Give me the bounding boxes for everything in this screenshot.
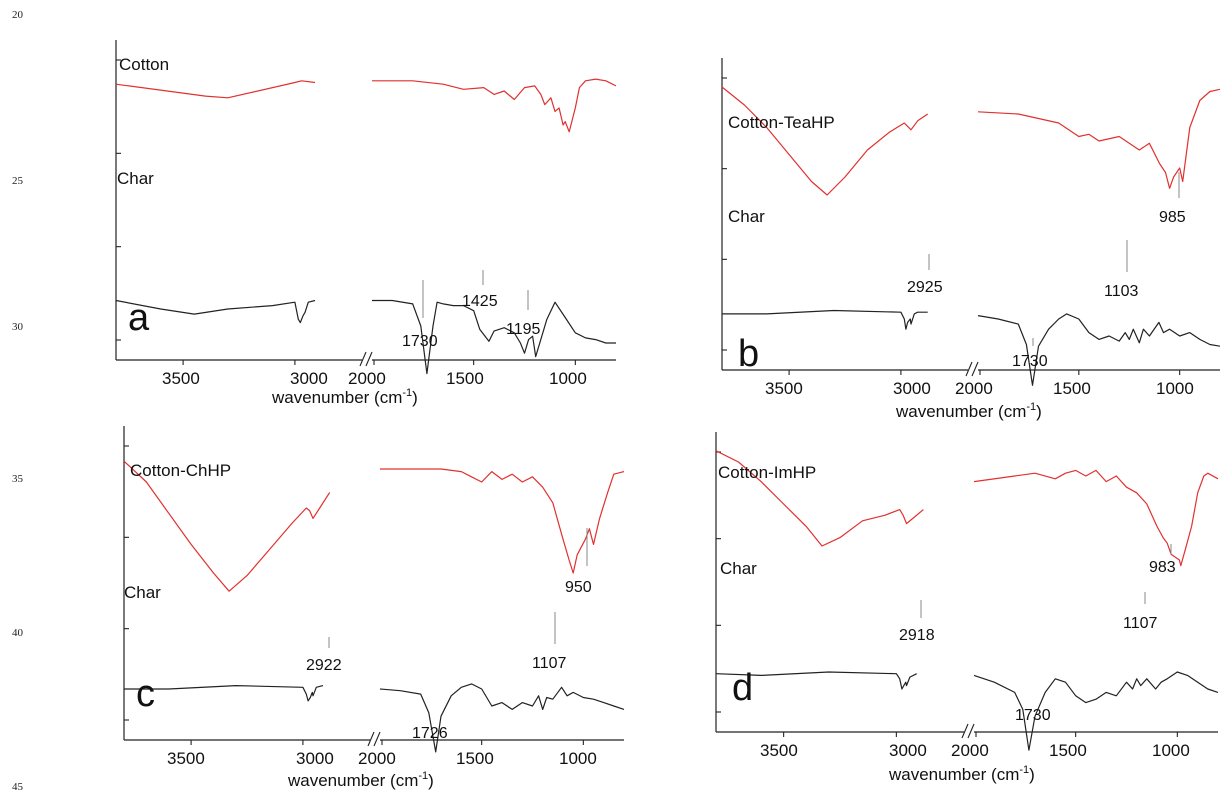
annotation-label: 1730 (1015, 707, 1051, 724)
panel-letter: a (128, 297, 150, 339)
annotation-label: 1726 (412, 725, 448, 742)
panel-c: Cotton-ChHP Char c 3500 3000 2000 1500 1… (123, 426, 625, 790)
panel-letter: b (738, 333, 759, 375)
series-label-char: Char (124, 583, 161, 602)
annotation-label: 1107 (532, 655, 567, 672)
char-spectrum-left (715, 671, 917, 690)
series-label-char: Char (720, 559, 757, 578)
sample-spectrum-right (372, 78, 617, 133)
tick-label: 3500 (167, 749, 205, 768)
char-spectrum-right (977, 313, 1220, 386)
x-axis-label: wavenumber (cm-1) (895, 401, 1042, 421)
margin-number: 30 (12, 321, 24, 333)
x-axis-label: wavenumber (cm-1) (271, 387, 418, 407)
sample-spectrum-right (977, 88, 1220, 189)
x-axis-label: wavenumber (cm-1) (888, 764, 1035, 784)
series-label-cotton-chhp: Cotton-ChHP (130, 461, 231, 480)
tick-label: 2000 (951, 741, 989, 760)
tick-label: 3000 (290, 369, 328, 388)
tick-label: 1000 (1156, 379, 1194, 398)
series-label-cotton: Cotton (119, 55, 169, 74)
char-spectrum-right (372, 299, 616, 375)
tick-label: 2000 (358, 749, 396, 768)
annotation-label: 1103 (1104, 283, 1139, 300)
series-label-char: Char (728, 207, 765, 226)
axis-break (359, 351, 373, 367)
char-spectrum-left (722, 309, 928, 330)
sample-spectrum-left (123, 460, 331, 592)
panel-b: Cotton-TeaHP Char b 3500 3000 2000 1500 … (721, 58, 1220, 421)
annotation-label: 1195 (506, 321, 541, 338)
tick-label: 1500 (1049, 741, 1087, 760)
char-spectrum-right (379, 683, 625, 753)
annotation-label: 1425 (462, 293, 498, 310)
panel-letter: d (732, 667, 753, 709)
series-label-char: Char (117, 169, 154, 188)
tick-label: 3500 (162, 369, 200, 388)
tick-label: 1000 (1152, 741, 1190, 760)
sample-spectrum-right (380, 468, 625, 574)
char-spectrum-left (124, 685, 324, 702)
panel-letter: c (136, 673, 155, 715)
annotation-label: 985 (1159, 209, 1186, 226)
sample-spectrum-left (721, 86, 929, 196)
tick-label: 3000 (889, 741, 927, 760)
sample-spectrum-left (715, 450, 924, 547)
tick-label: 1500 (1053, 379, 1091, 398)
tick-label: 3000 (893, 379, 931, 398)
annotation-label: 1730 (1012, 353, 1048, 370)
annotation-label: 983 (1149, 559, 1176, 576)
series-label-cotton-teahp: Cotton-TeaHP (728, 113, 835, 132)
char-spectrum-right (973, 671, 1219, 751)
panel-d: Cotton-ImHP Char d 3500 3000 2000 1500 1… (715, 432, 1219, 784)
annotation-label: 2925 (907, 279, 943, 296)
axis-break (961, 723, 975, 739)
tick-label: 3000 (296, 749, 334, 768)
margin-number: 40 (12, 627, 24, 639)
annotation-label: 2918 (899, 627, 935, 644)
sample-spectrum-right (973, 469, 1219, 567)
tick-label: 1000 (549, 369, 587, 388)
margin-number: 20 (12, 9, 24, 21)
margin-number: 45 (12, 781, 24, 793)
x-axis-label: wavenumber (cm-1) (287, 770, 434, 790)
tick-label: 2000 (348, 369, 386, 388)
tick-label: 1500 (446, 369, 484, 388)
tick-label: 3500 (765, 379, 803, 398)
annotation-label: 1730 (402, 333, 438, 350)
margin-numbers: 20 25 30 35 40 45 (12, 9, 24, 793)
axis-break (965, 361, 979, 377)
tick-label: 1000 (559, 749, 597, 768)
sample-spectrum-left (115, 80, 316, 99)
tick-label: 1500 (456, 749, 494, 768)
panel-a: Cotton Char a 3500 3000 2000 1500 1000 w… (115, 40, 617, 407)
annotation-label: 1107 (1123, 615, 1158, 632)
margin-number: 25 (12, 175, 24, 187)
margin-number: 35 (12, 473, 24, 485)
tick-label: 3500 (760, 741, 798, 760)
axis-break (367, 731, 381, 747)
annotation-label: 2922 (306, 657, 342, 674)
char-spectrum-left (115, 299, 316, 324)
tick-label: 2000 (955, 379, 993, 398)
series-label-cotton-imhp: Cotton-ImHP (718, 463, 816, 482)
annotation-label: 950 (565, 579, 592, 596)
